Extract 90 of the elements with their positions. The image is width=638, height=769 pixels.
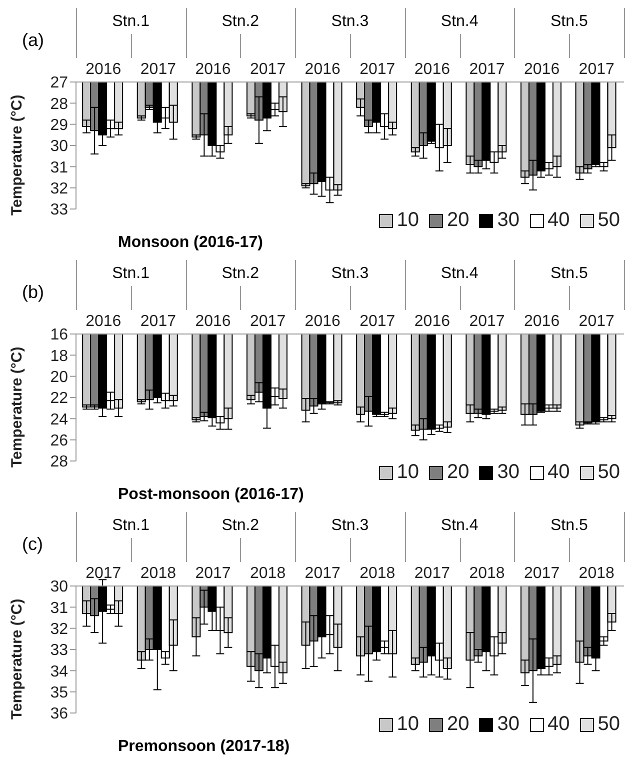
legend-label: 40 — [548, 209, 570, 232]
y-tick-label: 31 — [50, 159, 68, 176]
text: Stn.5 — [550, 12, 589, 32]
y-tick-label: 16 — [50, 326, 68, 344]
text: Stn.3 — [330, 12, 370, 32]
x-tick-label: 2016 — [524, 61, 560, 78]
x-tick-label: 2017 — [304, 565, 340, 582]
x-tick-label: 2016 — [414, 61, 450, 78]
x-tick-label: 2016 — [304, 61, 340, 78]
text: Stn.2 — [220, 12, 260, 32]
y-tick-label: 20 — [50, 369, 68, 386]
x-axis-title: Post-monsoon (2016-17) — [118, 486, 304, 504]
legend-label: 20 — [447, 209, 470, 232]
x-tick-label: 2018 — [250, 565, 286, 582]
text: Stn.1 — [111, 516, 150, 536]
legend-label: 10 — [396, 713, 419, 736]
x-tick-label: 2017 — [360, 61, 396, 78]
y-tick-label: 29 — [50, 117, 68, 134]
x-tick-label: 2017 — [469, 61, 505, 78]
legend-label: 30 — [497, 461, 520, 484]
text: Stn.3 — [330, 264, 370, 284]
text: Stn.1 — [111, 12, 150, 32]
y-tick-label: 18 — [50, 348, 68, 365]
x-tick-label: 2017 — [140, 313, 176, 330]
y-tick-label: 33 — [50, 202, 68, 219]
legend-label: 20 — [447, 461, 470, 484]
x-tick-label: 2017 — [250, 61, 286, 78]
legend-label: 50 — [598, 461, 620, 484]
x-tick-label: 2018 — [360, 565, 396, 582]
x-tick-label: 2016 — [304, 313, 340, 330]
y-tick-label: 30 — [50, 138, 68, 156]
y-tick-label: 22 — [50, 390, 68, 408]
x-tick-label: 2017 — [140, 61, 176, 78]
x-tick-label: 2017 — [524, 565, 560, 582]
y-tick-label: 34 — [50, 663, 68, 680]
x-tick-label: 2017 — [195, 565, 231, 582]
text: Stn.4 — [440, 12, 480, 32]
y-tick-label: 35 — [50, 684, 68, 702]
legend-label: 30 — [497, 713, 520, 736]
x-tick-label: 2016 — [86, 61, 122, 78]
text: Stn.1 — [111, 264, 150, 284]
legend-label: 50 — [598, 713, 620, 736]
x-tick-label: 2017 — [86, 565, 122, 582]
y-tick-label: 27 — [50, 74, 68, 92]
y-tick-label: 26 — [50, 432, 68, 450]
legend-label: 50 — [598, 209, 620, 232]
legend-label: 30 — [497, 209, 520, 232]
y-tick-label: 33 — [50, 642, 68, 660]
x-tick-label: 2016 — [524, 313, 560, 330]
x-tick-label: 2017 — [414, 565, 450, 582]
x-tick-label: 2017 — [469, 313, 505, 330]
x-tick-label: 2016 — [414, 313, 450, 330]
legend-label: 20 — [447, 713, 470, 736]
text: Stn.4 — [440, 264, 480, 284]
x-tick-label: 2017 — [578, 313, 614, 330]
chart-title: (c) — [22, 534, 43, 555]
y-tick-label: 32 — [50, 621, 68, 638]
x-tick-label: 2018 — [578, 565, 614, 582]
chart-title: (b) — [22, 282, 44, 303]
y-tick-label: 24 — [50, 411, 68, 428]
y-tick-label: 30 — [50, 578, 68, 596]
text: Stn.4 — [440, 516, 480, 536]
chart-title: (a) — [22, 30, 44, 51]
y-tick-label: 32 — [50, 180, 68, 198]
x-axis-title: Premonsoon (2017-18) — [118, 738, 290, 756]
text: Stn.5 — [550, 516, 589, 536]
y-tick-label: 28 — [50, 454, 68, 471]
x-tick-label: 2017 — [360, 313, 396, 330]
text: Stn.5 — [550, 264, 589, 284]
x-tick-label: 2017 — [250, 313, 286, 330]
x-tick-label: 2016 — [195, 313, 231, 330]
text: Stn.2 — [220, 516, 260, 536]
y-axis-title: Temperature (°C) — [8, 94, 26, 216]
x-tick-label: 2016 — [86, 313, 122, 330]
legend-label: 40 — [548, 713, 570, 736]
legend-label: 40 — [548, 461, 570, 484]
y-tick-label: 36 — [50, 706, 68, 723]
y-tick-label: 31 — [50, 600, 68, 617]
x-tick-label: 2018 — [140, 565, 176, 582]
y-axis-title: Temperature (°C) — [8, 598, 26, 720]
y-axis-title: Temperature (°C) — [8, 346, 26, 468]
x-tick-label: 2018 — [469, 565, 505, 582]
legend-label: 10 — [396, 209, 419, 232]
legend-label: 10 — [396, 461, 419, 484]
x-tick-label: 2017 — [578, 61, 614, 78]
y-tick-label: 28 — [50, 96, 68, 113]
x-axis-title: Monsoon (2016-17) — [118, 234, 263, 252]
text: Stn.3 — [330, 516, 370, 536]
text: Stn.2 — [220, 264, 260, 284]
x-tick-label: 2016 — [195, 61, 231, 78]
